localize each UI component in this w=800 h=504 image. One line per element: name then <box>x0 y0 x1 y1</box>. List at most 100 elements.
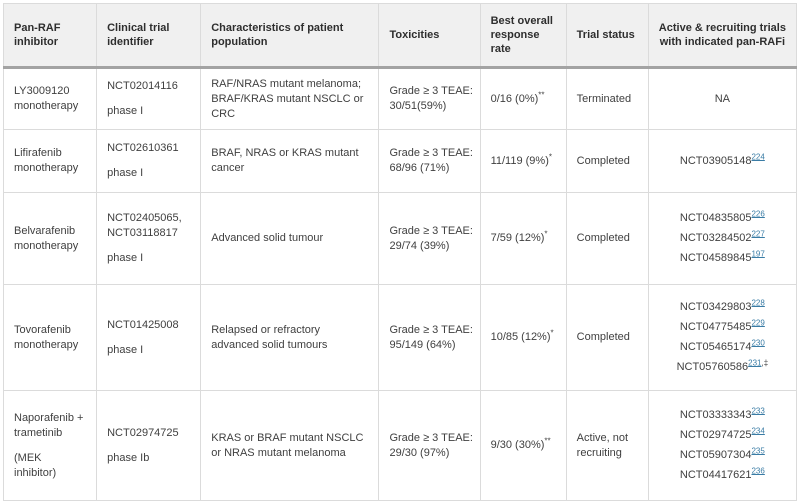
column-header-best-overall-response-rate: Best overall response rate <box>479 3 567 69</box>
toxicities-cell: Grade ≥ 3 TEAE: 30/51(59%) <box>378 67 481 130</box>
trial-link-line: NCT04417621236 <box>659 466 786 483</box>
toxicities-cell: Grade ≥ 3 TEAE: 95/149 (64%) <box>378 284 481 391</box>
response-rate-cell: 0/16 (0%)** <box>479 67 567 130</box>
active-trials-cell: NCT03429803228 NCT04775485229 NCT054651742… <box>647 284 798 391</box>
inhibitor-name: (MEK inhibitor) <box>14 451 57 479</box>
toxicities-cell: Grade ≥ 3 TEAE: 68/96 (71%) <box>378 129 481 193</box>
trial-identifier-line: NCT01425008 <box>107 318 179 331</box>
toxicity-line: 29/30 (97%) <box>389 446 450 459</box>
trial-identifier-line: NCT02405065, NCT03118817 <box>107 212 182 239</box>
trial-identifier-line: phase I <box>107 252 144 264</box>
trial-status-cell: Completed <box>565 129 649 193</box>
trial-link-line: NCT03429803228 <box>659 298 786 315</box>
column-header-clinical-trial-identifier: Clinical trial identifier <box>96 3 202 69</box>
active-trial-id: NCT03333343 <box>679 409 752 421</box>
toxicity-line: 68/96 (71%) <box>389 162 450 174</box>
trial-status-cell: Terminated <box>565 67 649 130</box>
trial-link-line: NCT04835805226 <box>659 209 786 226</box>
reference-link[interactable]: 235 <box>751 446 765 456</box>
trial-link-line: NCT03284502227 <box>659 229 786 246</box>
response-rate-cell: 11/119 (9%)* <box>479 129 567 193</box>
response-rate-value: 9/30 (30%) <box>490 439 545 451</box>
table-row: Naporafenib + trametinib (MEK inhibitor) N… <box>2 390 798 501</box>
trial-identifier-cell: NCT02014116 phase I <box>96 67 202 130</box>
characteristics-cell: KRAS or BRAF mutant NSCLC or NRAS mutant… <box>200 390 380 501</box>
active-trial-id: NCT03284502 <box>679 232 752 244</box>
toxicity-line: Grade ≥ 3 TEAE: <box>389 85 473 97</box>
trial-link-line: NA <box>659 92 786 107</box>
trial-status-cell: Active, not recruiting <box>565 390 649 501</box>
response-rate-value: 10/85 (12%) <box>490 331 551 343</box>
trial-status-cell: Completed <box>565 284 649 391</box>
active-trial-id: NCT04589845 <box>679 252 752 264</box>
active-trial-id: NCT02974725 <box>679 429 752 441</box>
active-trial-id: NCT05760586 <box>676 361 749 373</box>
inhibitor-cell: LY3009120 monotherapy <box>2 67 98 130</box>
reference-link[interactable]: 228 <box>751 298 765 308</box>
trial-identifier-cell: NCT02610361 phase I <box>96 129 202 193</box>
trial-identifier-cell: NCT02405065, NCT03118817 phase I <box>96 192 202 285</box>
characteristics-cell: RAF/NRAS mutant melanoma; BRAF/KRAS muta… <box>200 67 380 130</box>
column-header-trial-status: Trial status <box>565 3 649 69</box>
trial-link-line: NCT05465174230 <box>659 338 786 355</box>
table-row: LY3009120 monotherapy NCT02014116 phase I R… <box>2 67 798 130</box>
characteristics-cell: Advanced solid tumour <box>200 192 380 285</box>
response-rate-value: 0/16 (0%) <box>490 92 539 105</box>
trial-link-line: NCT02974725234 <box>659 426 786 443</box>
inhibitor-cell: Belvarafenib monotherapy <box>2 192 98 285</box>
active-trial-id: NCT03429803 <box>679 301 752 313</box>
column-header-characteristics: Characteristics of patient population <box>200 3 380 69</box>
reference-link[interactable]: 226 <box>751 209 765 219</box>
toxicity-line: Grade ≥ 3 TEAE: <box>389 224 473 237</box>
active-trials-cell: NA <box>647 67 798 130</box>
reference-link[interactable]: 233 <box>751 406 765 416</box>
response-rate-footnote-marker: * <box>548 151 552 161</box>
reference-link[interactable]: 230 <box>751 338 765 348</box>
active-trials-cell: NCT03905148224 <box>647 129 798 193</box>
inhibitor-cell: Naporafenib + trametinib (MEK inhibitor) <box>2 390 98 501</box>
reference-link[interactable]: 224 <box>751 151 765 161</box>
response-rate-footnote-marker: ** <box>544 436 551 446</box>
inhibitor-name: Belvarafenib monotherapy <box>14 224 79 252</box>
response-rate-footnote-marker: * <box>544 229 548 239</box>
column-header-pan-raf-inhibitor: Pan-RAF inhibitor <box>2 3 98 69</box>
inhibitor-name: Naporafenib + trametinib <box>14 411 84 439</box>
trial-identifier-line: NCT02974725 <box>107 426 179 439</box>
toxicity-line: 30/51(59%) <box>389 100 447 112</box>
reference-link[interactable]: 227 <box>751 229 765 239</box>
header-row: Pan-RAF inhibitor Clinical trial identif… <box>2 3 798 69</box>
reference-link[interactable]: 231 <box>748 358 762 368</box>
response-rate-value: 7/59 (12%) <box>490 232 545 244</box>
reference-link[interactable]: 197 <box>751 249 765 259</box>
active-trial-id: NA <box>714 92 731 105</box>
inhibitor-name: Lifirafenib monotherapy <box>14 147 79 174</box>
reference-link[interactable]: 236 <box>751 466 765 476</box>
trial-identifier-line: phase I <box>107 167 144 179</box>
column-header-toxicities: Toxicities <box>378 3 481 69</box>
active-trials-cell: NCT03333343233 NCT02974725234 NCT059073042… <box>647 390 798 501</box>
table-header: Pan-RAF inhibitor Clinical trial identif… <box>2 3 798 69</box>
toxicities-cell: Grade ≥ 3 TEAE: 29/30 (97%) <box>378 390 481 501</box>
table-row: Lifirafenib monotherapy NCT02610361 phase … <box>2 129 798 193</box>
table-row: Belvarafenib monotherapy NCT02405065, NCT… <box>2 192 798 285</box>
toxicity-line: 29/74 (39%) <box>389 239 450 252</box>
trial-identifier-line: phase I <box>107 343 144 356</box>
trial-identifier-cell: NCT02974725 phase Ib <box>96 390 202 501</box>
trial-link-line: NCT05760586231,‡ <box>659 358 786 375</box>
trial-identifier-line: NCT02014116 <box>107 80 178 92</box>
reference-link[interactable]: 229 <box>751 318 765 328</box>
trial-link-line: NCT03333343233 <box>659 406 786 423</box>
table-body: LY3009120 monotherapy NCT02014116 phase I R… <box>2 67 798 501</box>
response-rate-footnote-marker: ** <box>538 89 545 99</box>
reference-link[interactable]: 234 <box>751 426 765 436</box>
toxicity-line: Grade ≥ 3 TEAE: <box>389 323 473 336</box>
trial-link-line: NCT03905148224 <box>659 151 786 169</box>
active-trial-id: NCT04835805 <box>679 212 752 224</box>
active-trials-cell: NCT04835805226 NCT03284502227 NCT045898451… <box>647 192 798 285</box>
response-rate-cell: 7/59 (12%)* <box>479 192 567 285</box>
active-trial-id: NCT05907304 <box>679 449 752 461</box>
column-header-active-recruiting-trials: Active & recruiting trials with indicate… <box>647 3 798 69</box>
table-row: Tovorafenib monotherapy NCT01425008 phase … <box>2 284 798 391</box>
toxicity-line: Grade ≥ 3 TEAE: <box>389 431 473 444</box>
active-trial-id: NCT05465174 <box>679 341 752 353</box>
